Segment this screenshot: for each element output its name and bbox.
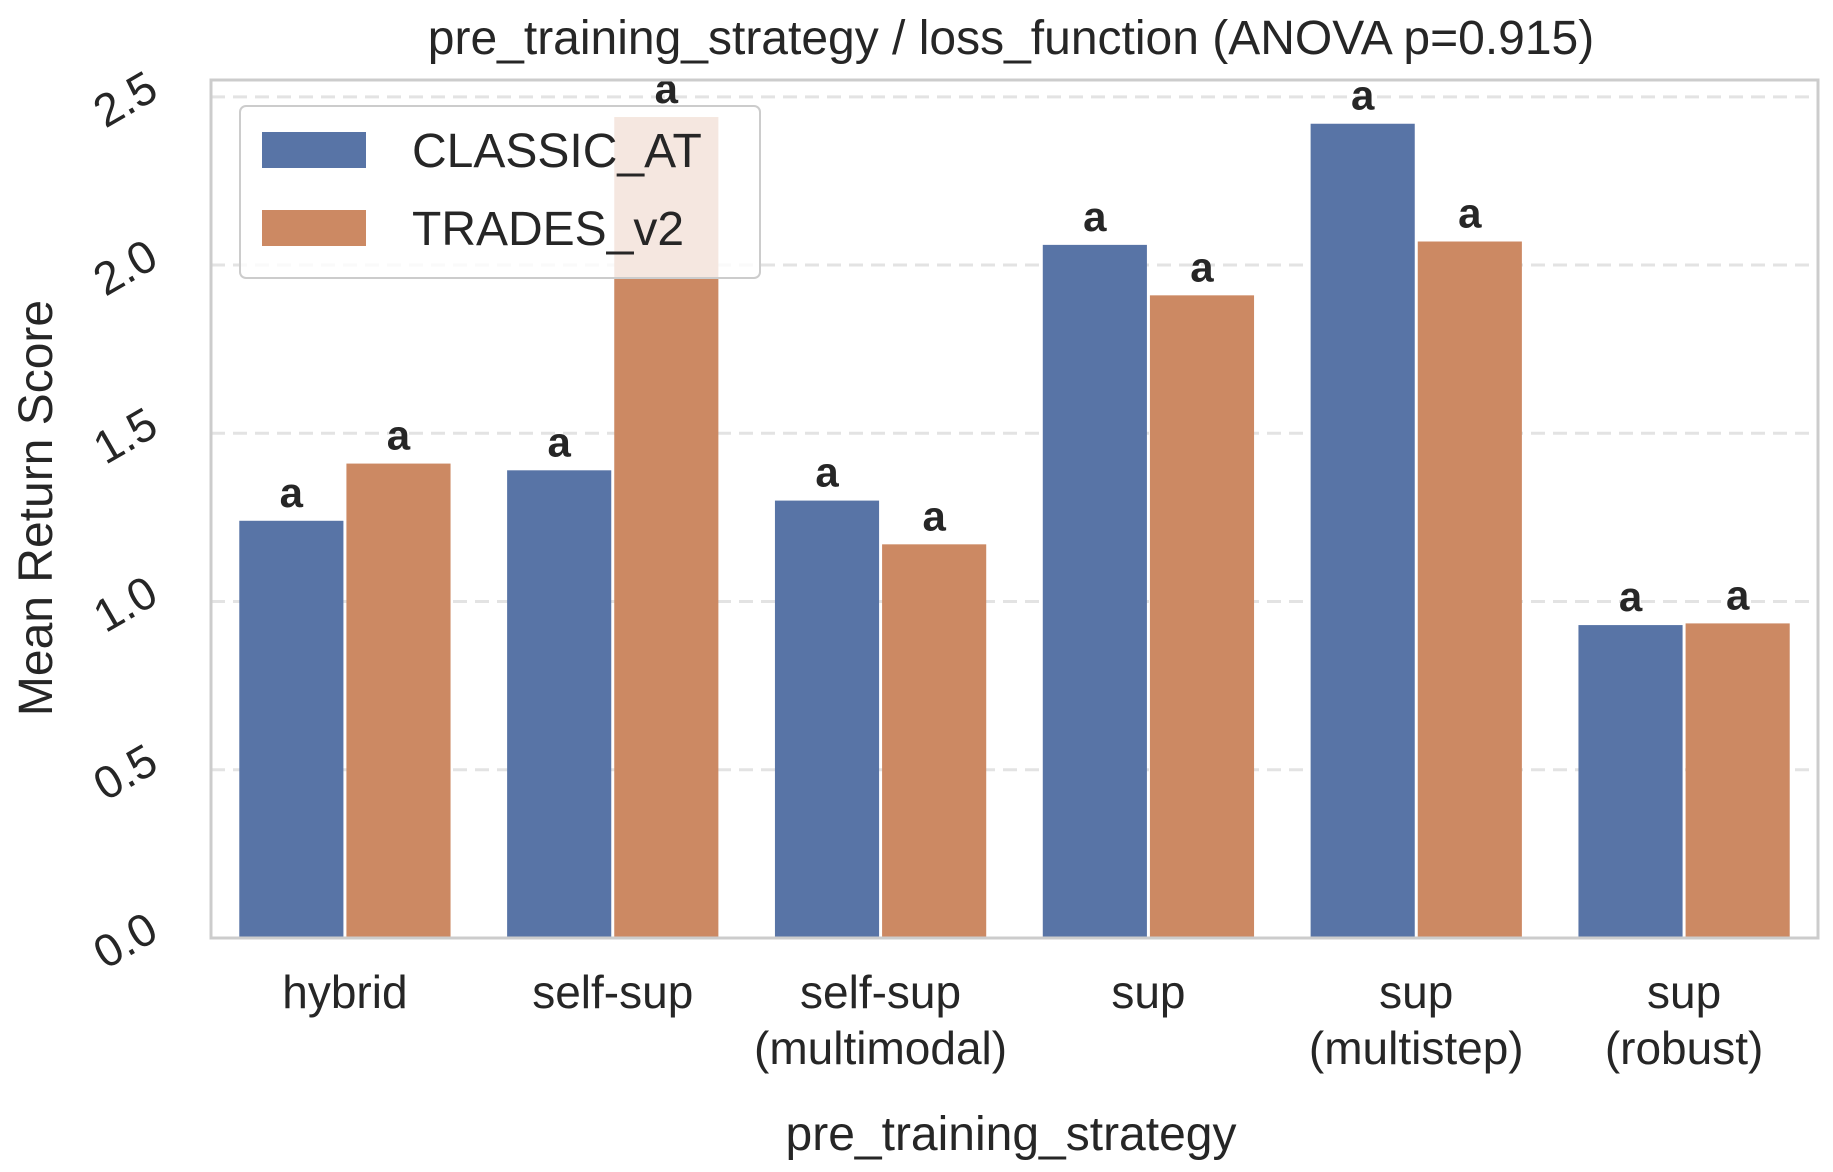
significance-label: a [815,449,839,496]
x-tick-label: sup (multistep) [1309,966,1524,1074]
significance-label: a [280,469,304,516]
bar-classic-at-4 [1310,123,1415,939]
bar-trades-v2-4 [1417,241,1522,939]
legend-swatch [262,132,366,168]
y-axis-label: Mean Return Score [10,300,63,716]
bar-trades-v2-5 [1685,623,1790,938]
significance-label: a [922,492,946,539]
bar-trades-v2-0 [346,463,451,938]
significance-label: a [548,418,572,465]
significance-label: a [655,65,679,112]
legend-label: CLASSIC_AT [412,125,702,178]
chart-title: pre_training_strategy / loss_function (A… [428,12,1594,65]
legend-swatch [262,210,366,246]
significance-label: a [1619,573,1643,620]
plot-frame [209,78,1820,940]
bar-classic-at-3 [1042,244,1147,938]
legend-box [239,105,761,279]
x-axis-ticks: hybrid self-sup self-sup (multimodal) sup sup… [282,966,1763,1074]
x-tick-label: sup (robust) [1605,966,1763,1074]
legend: CLASSIC_AT TRADES_v2 [239,105,761,279]
x-tick-label: hybrid [282,966,407,1018]
significance-label: a [387,412,411,459]
bar-classic-at-2 [774,500,880,938]
bar-trades-v2-3 [1149,295,1255,938]
bar-classic-at-0 [239,520,344,938]
bar-classic-at-1 [507,470,612,938]
significance-label: a [1726,571,1750,618]
x-axis-label: pre_training_strategy [786,1108,1237,1161]
x-tick-label: self-sup (multimodal) [754,966,1007,1074]
bar-trades-v2-2 [882,544,987,938]
significance-label: a [1458,190,1482,237]
x-tick-label: self-sup [532,966,693,1018]
bar-classic-at-5 [1578,625,1683,938]
significance-label: a [1083,193,1107,240]
significance-label: a [1190,243,1214,290]
x-tick-label: sup [1111,966,1185,1018]
legend-label: TRADES_v2 [412,203,684,256]
